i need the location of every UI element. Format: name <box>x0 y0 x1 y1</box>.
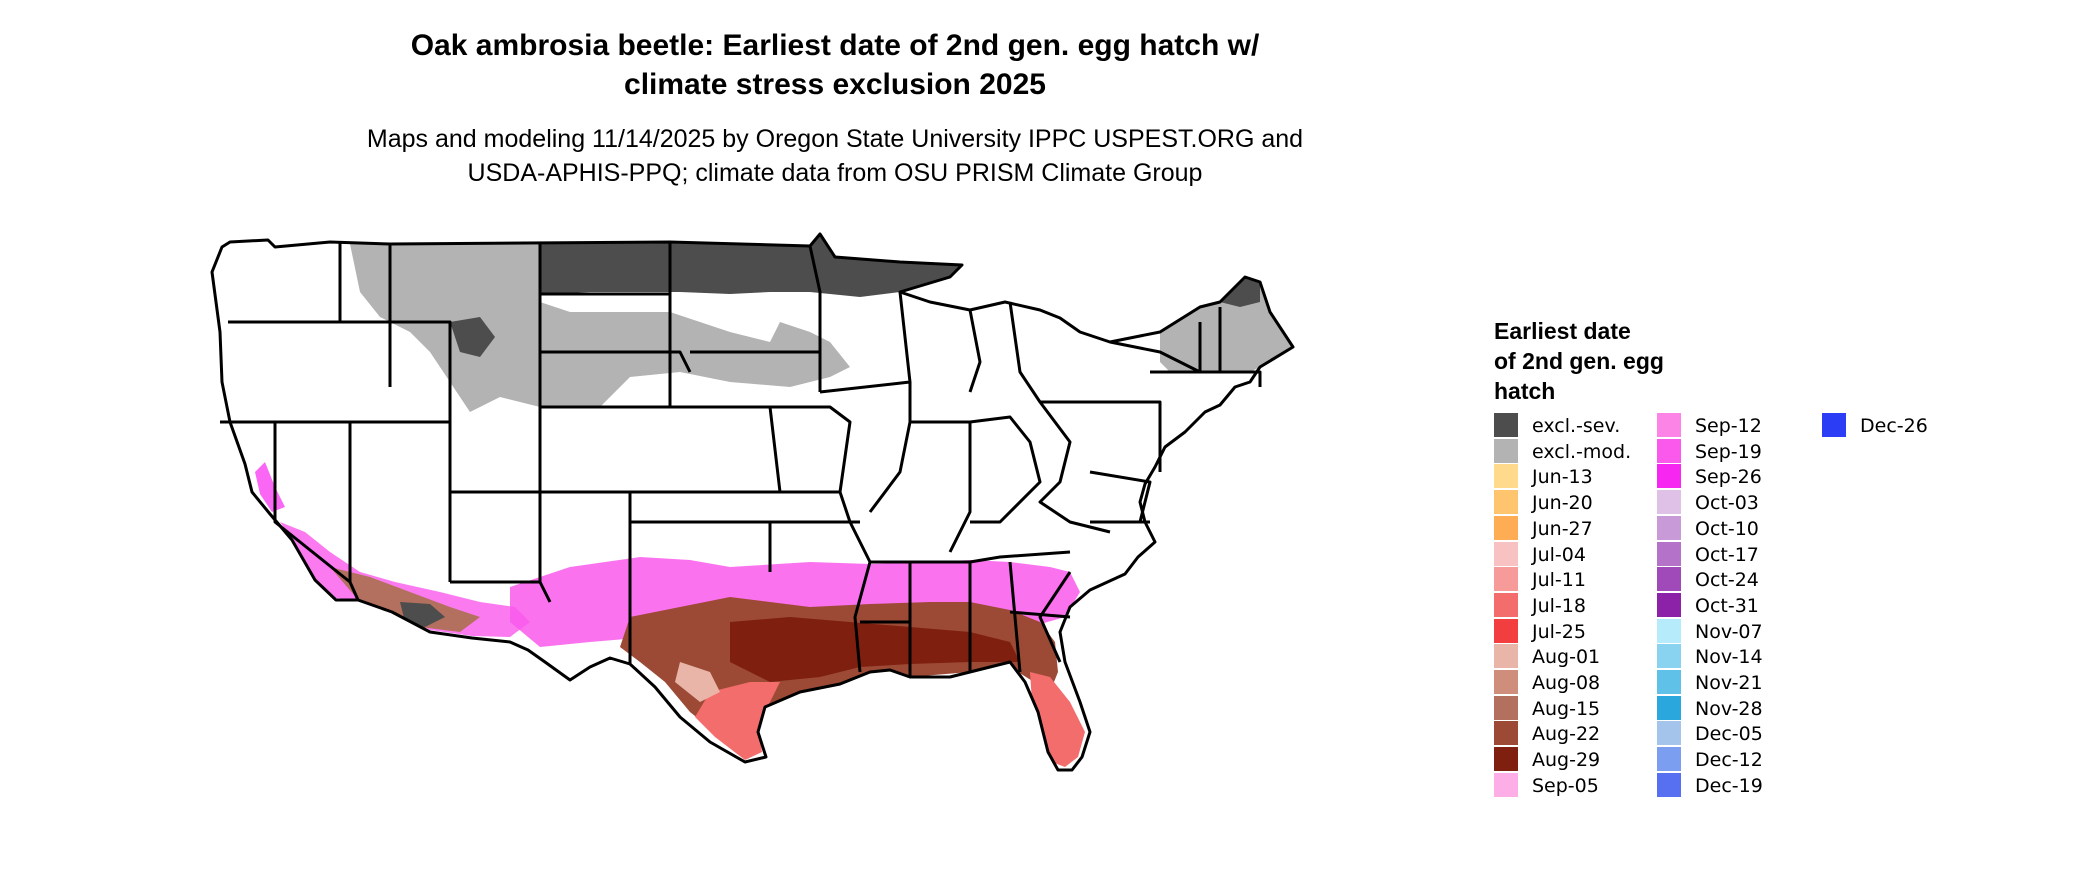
legend-label: Dec-26 <box>1860 415 1928 437</box>
legend-label: Sep-19 <box>1695 440 1762 463</box>
legend-label: Dec-12 <box>1695 749 1763 772</box>
legend-swatch <box>1657 695 1681 720</box>
zone-gulf-florida <box>1030 672 1085 767</box>
subtitle-line-1: Maps and modeling 11/14/2025 by Oregon S… <box>366 125 1304 153</box>
legend-swatch <box>1657 490 1681 515</box>
legend-label: Sep-12 <box>1695 415 1762 437</box>
legend-label: Aug-29 <box>1532 749 1601 772</box>
legend-swatch <box>1494 464 1518 489</box>
legend-swatch <box>1657 618 1681 643</box>
legend-swatch <box>1657 644 1681 669</box>
legend-swatch <box>1822 413 1846 437</box>
legend-swatch <box>1494 618 1518 643</box>
midwest-state-lines <box>819 291 1111 553</box>
legend-swatch <box>1494 772 1518 797</box>
legend-label: Oct-31 <box>1695 594 1759 617</box>
legend-title-line-2: of 2nd gen. egg <box>1494 348 1664 374</box>
legend-label: Oct-24 <box>1695 569 1759 592</box>
zone-rockies-excl-sev <box>450 317 495 357</box>
legend-swatch <box>1657 567 1681 592</box>
legend-title: Earliest date of 2nd gen. egg hatch <box>1494 316 1664 406</box>
legend-title-line-3: hatch <box>1494 378 1556 404</box>
legend-swatch <box>1494 413 1518 437</box>
state-boundaries <box>210 232 1295 772</box>
south-state-lines <box>860 561 1072 677</box>
legend-label: Jul-11 <box>1532 569 1586 592</box>
legend-swatch <box>1657 772 1681 797</box>
zone-gulf-texas <box>695 682 780 760</box>
map-subtitle: Maps and modeling 11/14/2025 by Oregon S… <box>160 122 1510 190</box>
legend-label: Oct-17 <box>1695 543 1759 566</box>
legend-swatch <box>1494 490 1518 515</box>
legend-label: Dec-05 <box>1695 723 1763 746</box>
legend-label: Jul-18 <box>1532 594 1586 617</box>
legend-label: Jun-13 <box>1532 466 1593 489</box>
hatch-date-zones <box>255 234 1293 767</box>
legend-swatch <box>1657 413 1681 437</box>
central-state-lines <box>690 245 1071 673</box>
zone-aug-29 <box>730 617 1020 682</box>
legend-swatch <box>1494 567 1518 592</box>
legend-swatch <box>1657 670 1681 694</box>
title-line-1: Oak ambrosia beetle: Earliest date of 2n… <box>410 29 1260 62</box>
zone-northern-excl-mod <box>350 244 850 412</box>
legend-swatch <box>1657 541 1681 566</box>
legend-swatch <box>1494 695 1518 720</box>
legend-swatch <box>1657 515 1681 540</box>
legend-label: excl.-sev. <box>1532 415 1621 437</box>
legend-label: Sep-26 <box>1695 466 1762 489</box>
legend-swatch <box>1494 721 1518 746</box>
legend-label: Dec-19 <box>1695 774 1763 797</box>
zone-california-central <box>255 462 285 512</box>
east-state-lines <box>1089 307 1262 524</box>
legend-label: Nov-28 <box>1695 697 1763 720</box>
legend-label: excl.-mod. <box>1532 440 1632 463</box>
legend-swatch <box>1657 592 1681 617</box>
legend-swatch <box>1494 438 1518 463</box>
legend-label: Jun-27 <box>1532 517 1593 540</box>
legend-label: Oct-03 <box>1695 492 1759 515</box>
legend-label: Aug-15 <box>1532 697 1601 720</box>
legend-swatch <box>1494 747 1518 772</box>
legend-label: Sep-05 <box>1532 774 1599 797</box>
us-outline <box>210 232 1295 772</box>
legend-label: Nov-21 <box>1695 672 1763 694</box>
legend-swatch <box>1494 644 1518 669</box>
legend-swatch <box>1494 515 1518 540</box>
legend-label: Jul-04 <box>1532 543 1586 566</box>
legend-swatch <box>1657 438 1681 463</box>
legend-label: Aug-01 <box>1532 646 1601 669</box>
legend-swatch <box>1657 464 1681 489</box>
title-line-2: climate stress exclusion 2025 <box>624 68 1046 101</box>
zone-desert-southwest <box>280 522 530 637</box>
legend-swatch <box>1494 592 1518 617</box>
zone-northeast-excl-sev <box>1220 277 1260 307</box>
legend-swatch <box>1657 747 1681 772</box>
legend-title-line-1: Earliest date <box>1494 318 1631 344</box>
legend-label: Jun-20 <box>1532 492 1593 515</box>
legend-label: Aug-22 <box>1532 723 1601 746</box>
legend-swatch <box>1657 721 1681 746</box>
legend-label: Oct-10 <box>1695 517 1759 540</box>
legend-label: Nov-14 <box>1695 646 1763 669</box>
zone-northern-excl-sev <box>540 234 962 297</box>
map-title: Oak ambrosia beetle: Earliest date of 2n… <box>160 26 1510 104</box>
us-map <box>210 232 1295 772</box>
subtitle-line-2: USDA-APHIS-PPQ; climate data from OSU PR… <box>467 159 1203 187</box>
legend-swatch <box>1494 670 1518 694</box>
legend-label: Nov-07 <box>1695 620 1763 643</box>
legend-label: Aug-08 <box>1532 672 1601 694</box>
legend-swatch <box>1494 541 1518 566</box>
zone-gulf-light <box>675 662 720 702</box>
legend-label: Jul-25 <box>1532 620 1586 643</box>
